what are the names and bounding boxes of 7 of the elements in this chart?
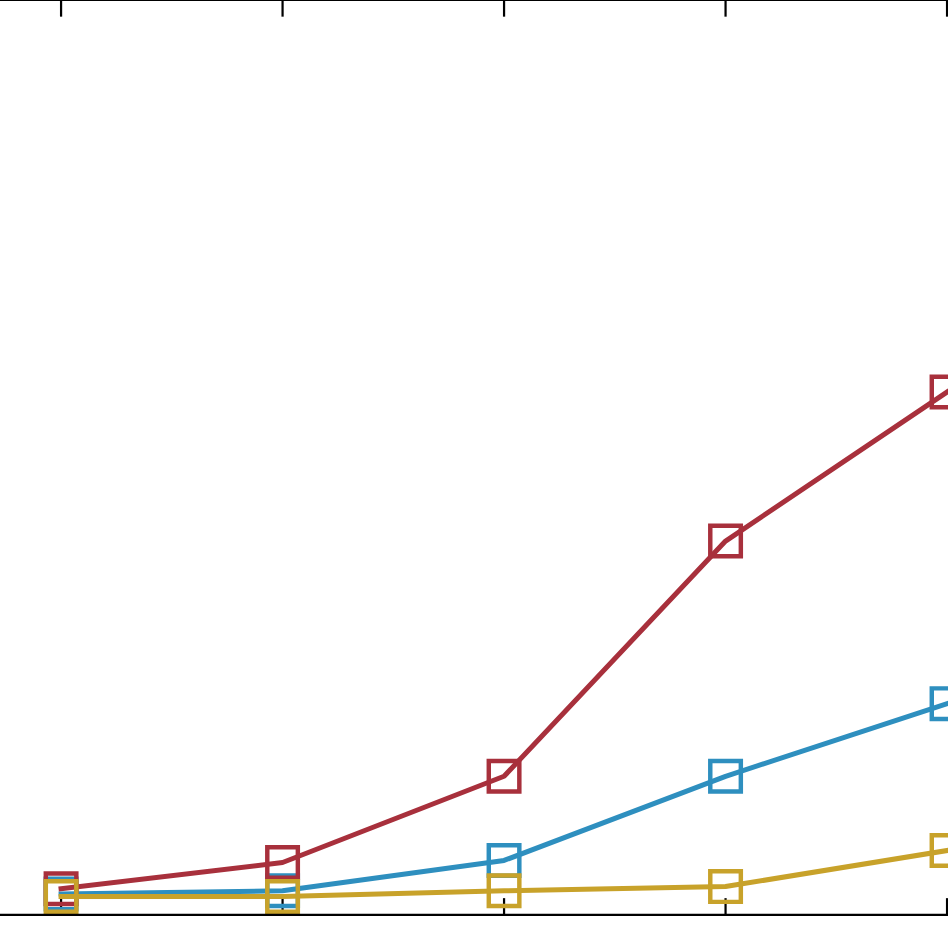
point: [265, 879, 301, 915]
point: [486, 758, 522, 794]
point: [708, 523, 744, 559]
point: [708, 758, 744, 794]
point: [265, 845, 301, 881]
point: [708, 869, 744, 905]
point: [486, 873, 522, 909]
